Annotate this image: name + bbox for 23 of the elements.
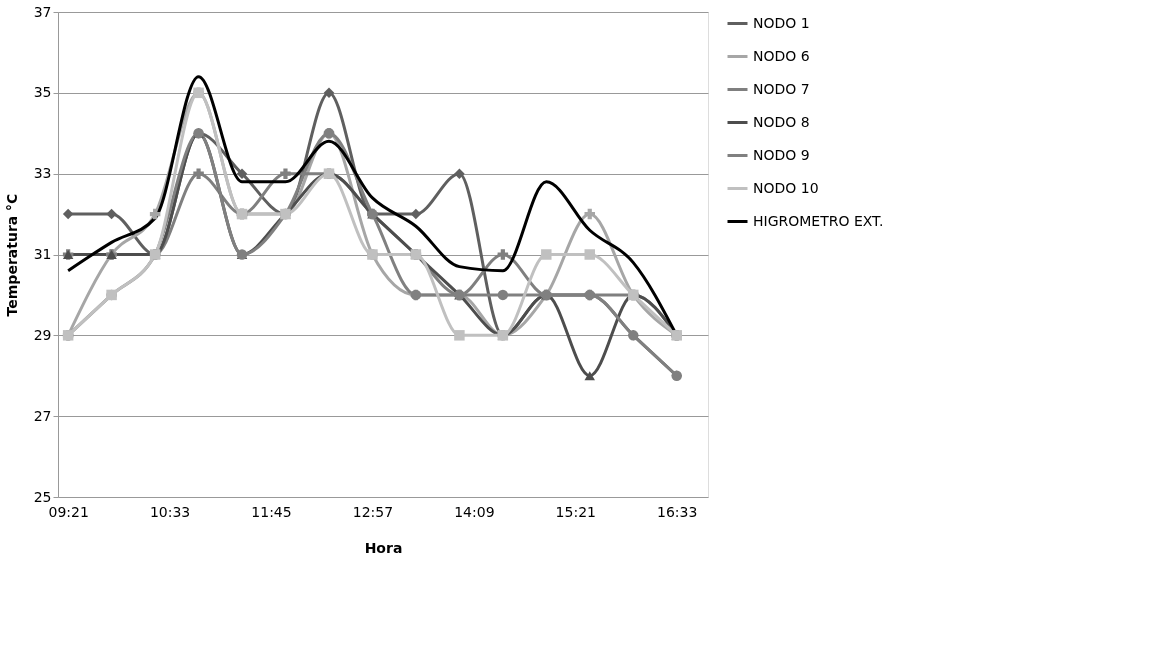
x-axis-title: Hora	[364, 539, 403, 556]
y-tick-label: 35	[33, 84, 52, 101]
x-tick-label: 10:33	[149, 503, 191, 520]
x-tick-label: 09:21	[48, 503, 89, 520]
y-tick-label: 29	[33, 326, 52, 343]
x-tick-label: 14:09	[454, 503, 495, 520]
legend-label: NODO 8	[753, 113, 810, 130]
y-axis-title: Temperatura °C	[3, 193, 20, 317]
x-tick-label: 11:45	[251, 503, 292, 520]
legend-label: NODO 10	[753, 179, 819, 196]
x-tick-label: 15:21	[555, 503, 596, 520]
y-tick-label: 31	[33, 246, 52, 262]
legend-label: NODO 9	[753, 146, 810, 163]
y-tick-label: 25	[33, 488, 52, 505]
y-tick-label: 27	[33, 407, 52, 424]
y-tick-label: 33	[33, 165, 52, 182]
y-tick-label: 37	[33, 3, 52, 20]
x-tick-label: 12:57	[352, 503, 394, 520]
legend-label: NODO 7	[753, 80, 810, 97]
legend-label: NODO 1	[753, 14, 810, 31]
legend-label: HIGROMETRO EXT.	[753, 212, 884, 229]
x-tick-label: 16:33	[657, 503, 698, 520]
legend-label: NODO 6	[753, 47, 810, 64]
